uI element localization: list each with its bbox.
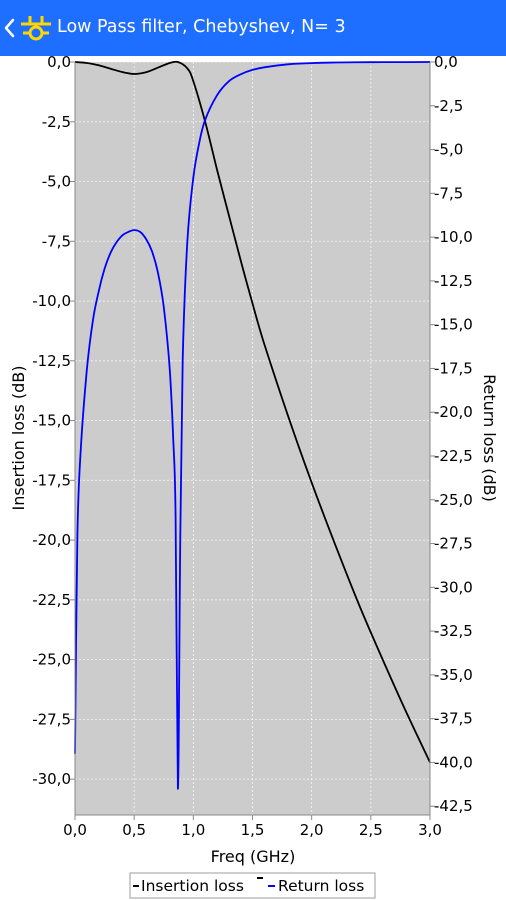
y2-tick-label: -20,0 — [434, 403, 473, 421]
frequency-response-chart: 0,0 0,5 1,0 1,5 2,0 2,5 3,0 0,0 -2,5 -5,0 -7,5 -10,… — [9, 56, 499, 899]
y2-tick-label: -32,5 — [434, 622, 473, 640]
axes: 0,0 0,5 1,0 1,5 2,0 2,5 3,0 0,0 -2,5 -5,0 -7,5 -10,… — [32, 56, 473, 839]
y-axis-title: Insertion loss (dB) — [9, 366, 28, 511]
y2-tick-label: -35,0 — [434, 666, 473, 684]
y2-axis-title: Return loss (dB) — [480, 374, 499, 502]
y-tick-label: -20,0 — [32, 531, 71, 549]
y2-tick-label: -30,0 — [434, 578, 473, 596]
y2-tick-label: -22,5 — [434, 447, 473, 465]
x-tick-label: 2,0 — [300, 821, 324, 839]
y2-tick-label: -37,5 — [434, 710, 473, 728]
series-line-insertion-loss — [74, 60, 431, 763]
page-title: Low Pass filter, Chebyshev, N= 3 — [57, 17, 346, 37]
y-tick-label: 0,0 — [47, 56, 71, 71]
x-tick-label: 3,0 — [418, 821, 442, 839]
x-tick-label: 0,0 — [63, 821, 87, 839]
x-tick-label: 0,5 — [122, 821, 146, 839]
y-tick-label: -5,0 — [42, 173, 71, 191]
y2-tick-label: -25,0 — [434, 491, 473, 509]
y2-tick-label: 0,0 — [434, 56, 458, 71]
filter-circuit-icon[interactable] — [18, 10, 54, 46]
y-tick-label: -22,5 — [32, 591, 71, 609]
app-bar: Low Pass filter, Chebyshev, N= 3 — [0, 0, 506, 56]
chevron-left-icon[interactable] — [2, 14, 16, 42]
y-tick-label: -17,5 — [32, 471, 71, 489]
y-tick-label: -12,5 — [32, 352, 71, 370]
y-tick-label: -2,5 — [42, 113, 71, 131]
y2-tick-label: -42,5 — [434, 797, 473, 815]
y2-tick-label: -7,5 — [434, 184, 463, 202]
legend-label-return-loss: Return loss — [278, 877, 364, 895]
y2-tick-label: -27,5 — [434, 535, 473, 553]
series-layer — [74, 60, 431, 790]
x-axis-title: Freq (GHz) — [211, 847, 296, 866]
y-tick-label: -25,0 — [32, 651, 71, 669]
legend: Insertion loss Return loss — [129, 872, 376, 899]
y2-tick-label: -17,5 — [434, 359, 473, 377]
x-tick-label: 1,0 — [181, 821, 205, 839]
y2-tick-label: -15,0 — [434, 316, 473, 334]
y-tick-label: -27,5 — [32, 710, 71, 728]
y-tick-label: -10,0 — [32, 292, 71, 310]
y2-tick-label: -40,0 — [434, 753, 473, 771]
x-tick-label: 2,5 — [359, 821, 383, 839]
x-tick-label: 1,5 — [241, 821, 265, 839]
legend-box — [129, 872, 376, 899]
y2-tick-label: -12,5 — [434, 272, 473, 290]
y2-tick-label: -2,5 — [434, 97, 463, 115]
y-tick-label: -7,5 — [42, 232, 71, 250]
y-tick-label: -15,0 — [32, 412, 71, 430]
y2-tick-label: -5,0 — [434, 141, 463, 159]
y2-tick-label: -10,0 — [434, 228, 473, 246]
y-tick-label: -30,0 — [32, 770, 71, 788]
legend-label-insertion-loss: Insertion loss — [141, 877, 244, 895]
series-line-return-loss — [74, 61, 431, 790]
